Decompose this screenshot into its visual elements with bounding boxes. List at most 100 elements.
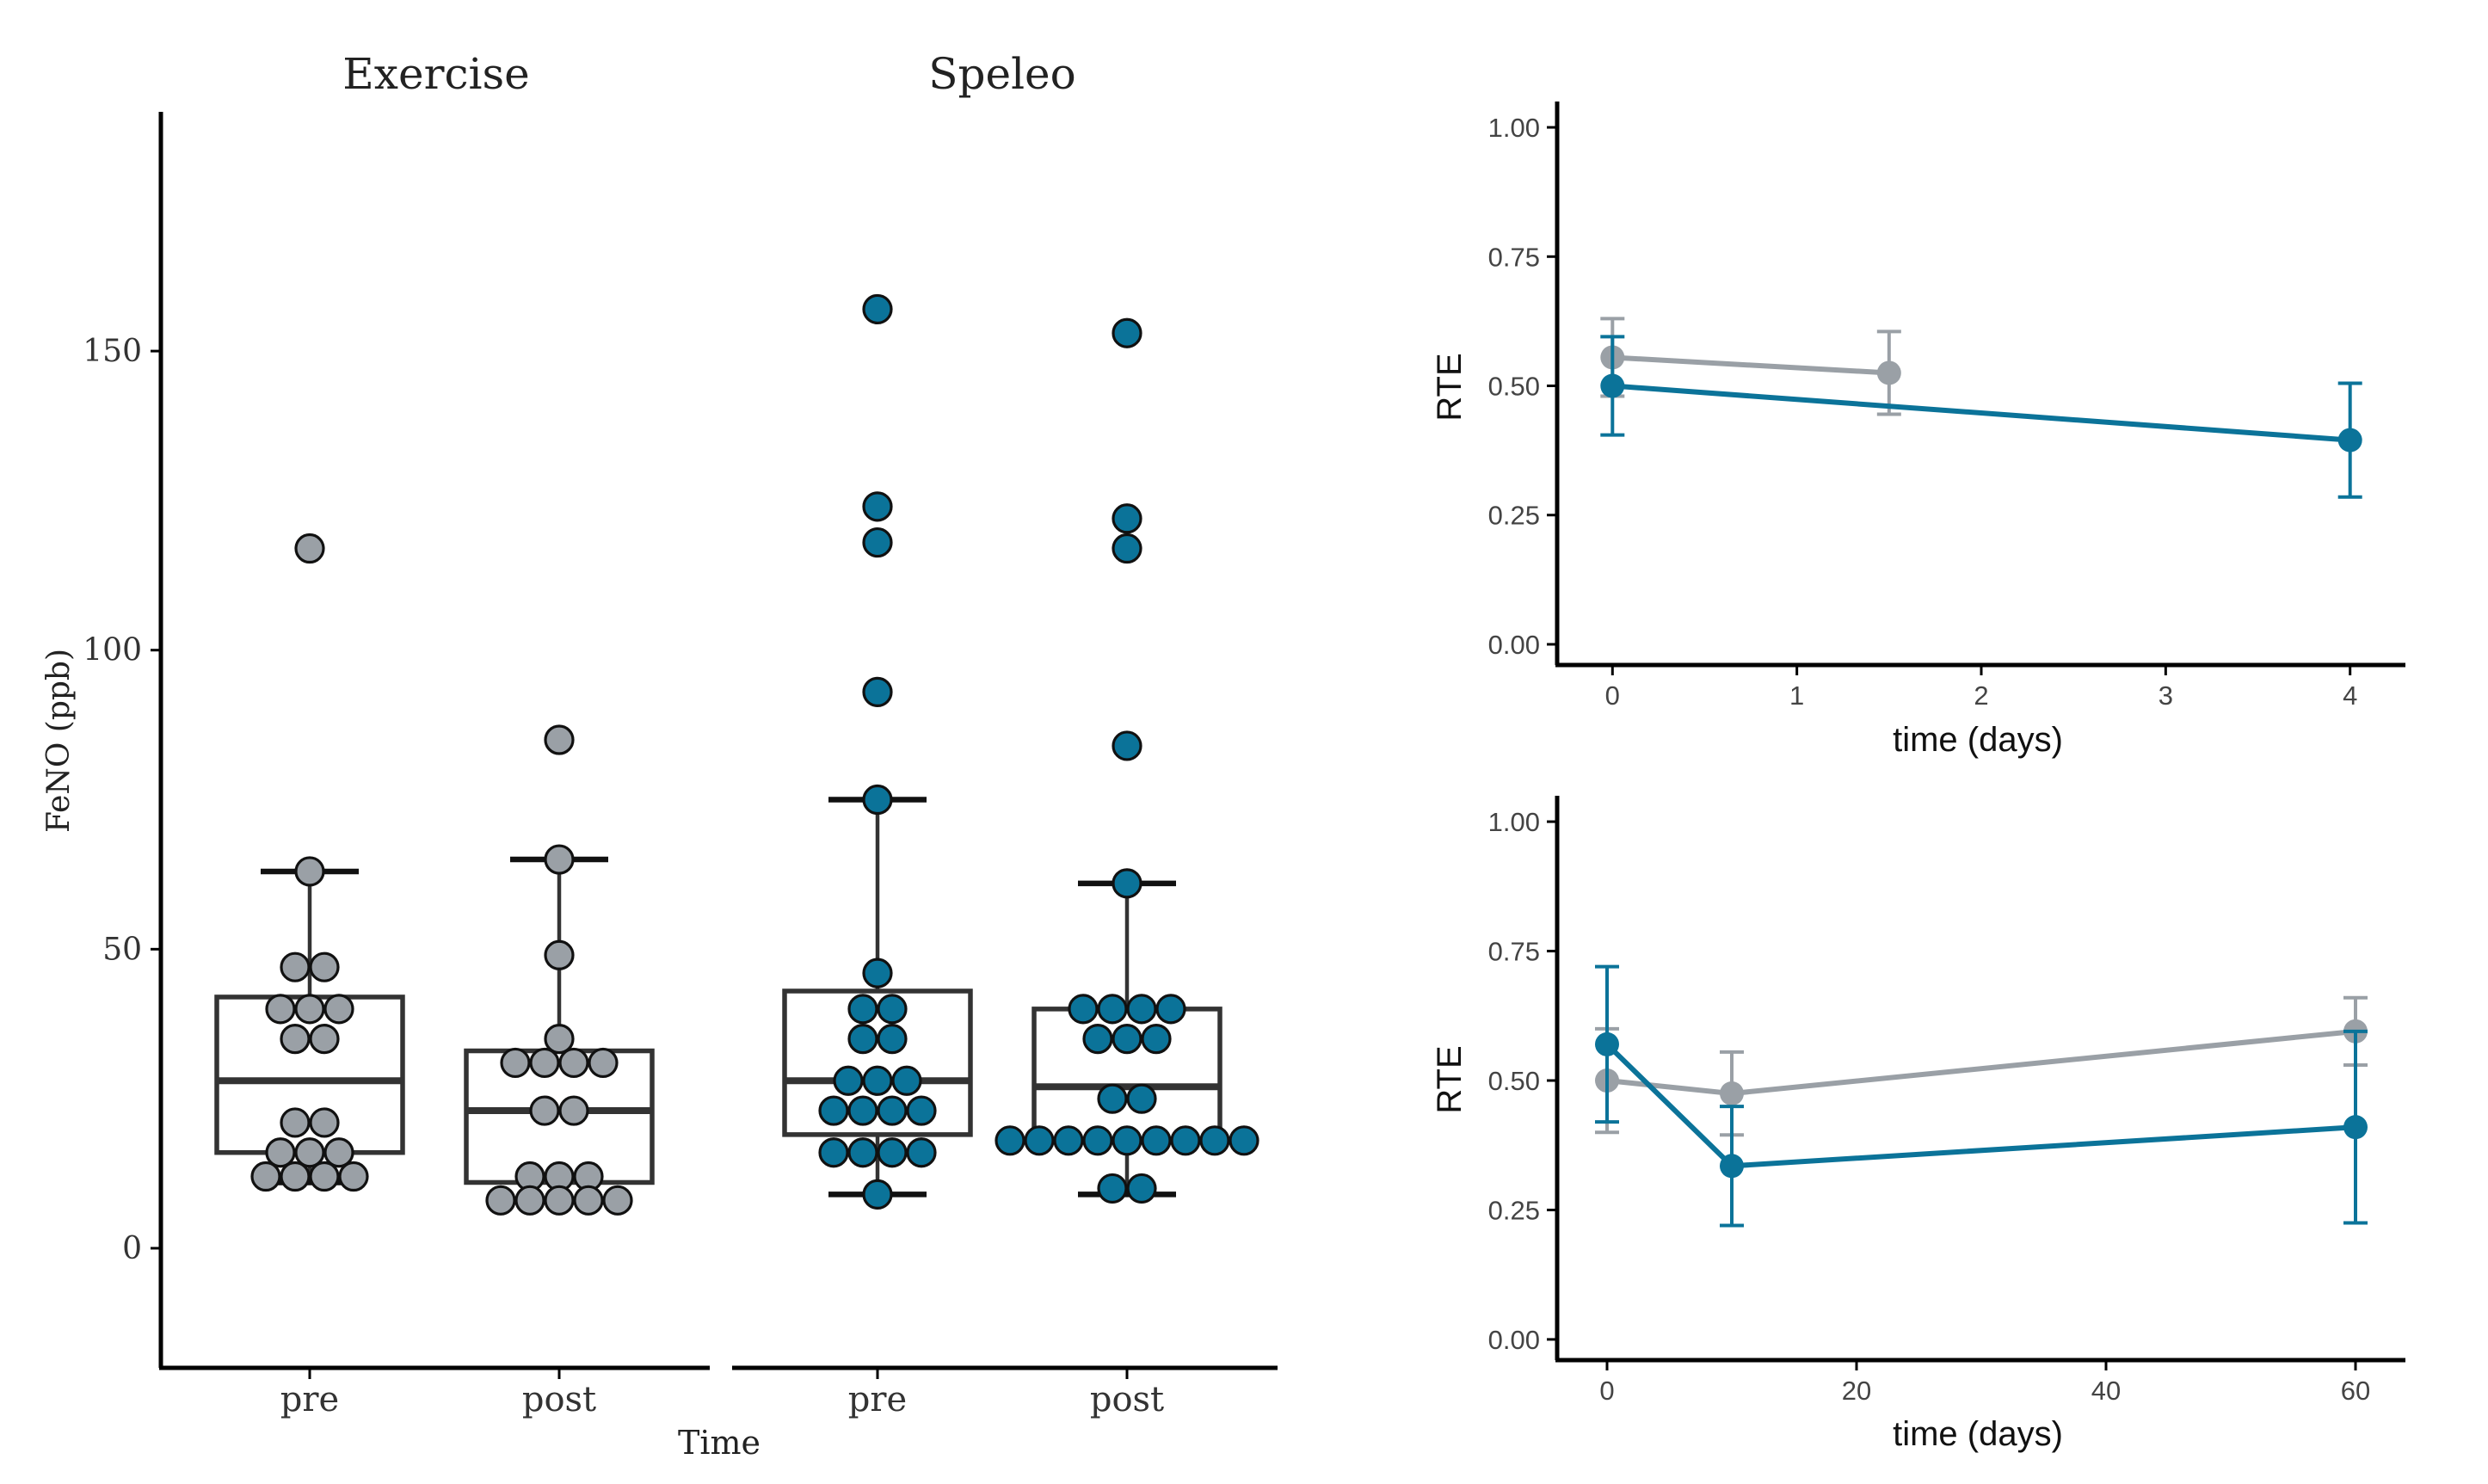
series-line-exercise [1612, 354, 1889, 376]
data-point [1068, 994, 1099, 1025]
data-point [294, 533, 325, 564]
data-point [1155, 994, 1186, 1025]
y-ticks: 0.00 0.25 0.50 0.75 1.00 [1488, 113, 1557, 660]
x-tick-label: post [522, 1380, 596, 1419]
x-tick-label: 0 [1599, 1376, 1614, 1406]
data-point [294, 994, 325, 1025]
x-axis-label: time (days) [1893, 721, 2063, 759]
box-group-speleo-pre [782, 293, 973, 1210]
data-point [847, 994, 878, 1025]
x-tick-label: 60 [2341, 1376, 2370, 1406]
data-point [500, 1047, 531, 1079]
series-line-speleo [1612, 383, 2350, 443]
y-tick-label: 0.75 [1488, 242, 1540, 272]
x-tick-label: 40 [2091, 1376, 2121, 1406]
box-group-exercise-post [464, 724, 655, 1216]
x-axis-label: time (days) [1893, 1415, 2063, 1453]
y-tick-label: 0.75 [1488, 937, 1540, 967]
series-group [1600, 317, 2362, 499]
data-point [529, 1095, 560, 1126]
data-point [323, 1137, 354, 1168]
data-point [862, 293, 893, 325]
data-point [891, 1065, 922, 1096]
data-point [1112, 868, 1142, 899]
box-group-exercise-pre [214, 533, 405, 1192]
data-point [877, 1137, 908, 1168]
data-point [877, 1095, 908, 1126]
data-point [544, 939, 575, 970]
rte-line-chart-days-0-4: RTE time (days) 0.00 0.25 0.50 0.75 1.00 0 1 2… [1431, 102, 2405, 759]
data-point [833, 1065, 864, 1096]
data-point [558, 1095, 589, 1126]
data-point [544, 844, 575, 875]
y-tick-label: 0.00 [1488, 630, 1540, 660]
iqr-box [464, 1048, 655, 1185]
data-point [1112, 533, 1142, 564]
y-tick-label: 0.50 [1488, 1066, 1540, 1096]
data-point [1720, 1154, 1744, 1179]
x-tick-label: 0 [1605, 680, 1620, 711]
series-exercise [1600, 317, 1901, 416]
y-axis-label: RTE [1431, 1045, 1469, 1113]
x-tick-label: post [1090, 1380, 1164, 1419]
data-point [1024, 1125, 1055, 1156]
x-tick-label: 20 [1842, 1376, 1871, 1406]
y-tick-label: 0.50 [1488, 372, 1540, 402]
data-point [862, 676, 893, 707]
data-point [1595, 1031, 1619, 1056]
data-point [862, 958, 893, 988]
data-point [544, 1024, 575, 1055]
series-speleo [1595, 964, 2368, 1228]
data-point [906, 1137, 937, 1168]
data-point [818, 1137, 849, 1168]
y-tick-label: 0 [122, 1231, 142, 1266]
data-point [847, 1095, 878, 1126]
data-point [1112, 317, 1142, 348]
data-point [1097, 1083, 1128, 1114]
data-point [1082, 1024, 1113, 1055]
x-axis-label: Time [678, 1424, 761, 1462]
data-point [906, 1095, 937, 1126]
data-point [862, 491, 893, 522]
x-tick-label: 2 [1974, 680, 1988, 711]
x-tick-label: pre [280, 1380, 339, 1419]
data-point [309, 1107, 340, 1138]
y-tick-label: 50 [102, 932, 142, 967]
data-point [1082, 1125, 1113, 1156]
data-point [309, 951, 340, 982]
data-point [862, 1179, 893, 1210]
data-point [602, 1185, 633, 1216]
data-point [573, 1185, 604, 1216]
data-point [1126, 994, 1157, 1025]
data-point [485, 1185, 516, 1216]
series-speleo [1600, 335, 2362, 499]
data-point [250, 1161, 281, 1192]
data-point [1053, 1125, 1084, 1156]
y-ticks: 0.00 0.25 0.50 0.75 1.00 [1488, 807, 1557, 1355]
data-point [588, 1047, 619, 1079]
y-tick-label: 0.00 [1488, 1325, 1540, 1355]
rte-line-chart-days-0-60: RTE time (days) 0.00 0.25 0.50 0.75 1.00 0 20… [1431, 796, 2405, 1453]
data-point [544, 724, 575, 755]
data-point [544, 1185, 575, 1216]
data-point [1097, 1173, 1128, 1204]
data-point [265, 1137, 296, 1168]
data-point [280, 1107, 311, 1138]
data-point [1112, 503, 1142, 534]
data-point [847, 1137, 878, 1168]
y-ticks: 0 50 100 150 [83, 334, 161, 1266]
data-point [1112, 1024, 1142, 1055]
data-point [1141, 1024, 1172, 1055]
x-ticks: pre post pre post [280, 1368, 1164, 1419]
data-point [877, 1024, 908, 1055]
y-tick-label: 0.25 [1488, 1195, 1540, 1225]
y-axis-label: FeNO (ppb) [41, 649, 77, 833]
data-point [529, 1047, 560, 1079]
data-point [309, 1024, 340, 1055]
panel-title-speleo: Speleo [928, 49, 1076, 99]
data-point [877, 994, 908, 1025]
data-point [1126, 1083, 1157, 1114]
data-point [280, 1024, 311, 1055]
